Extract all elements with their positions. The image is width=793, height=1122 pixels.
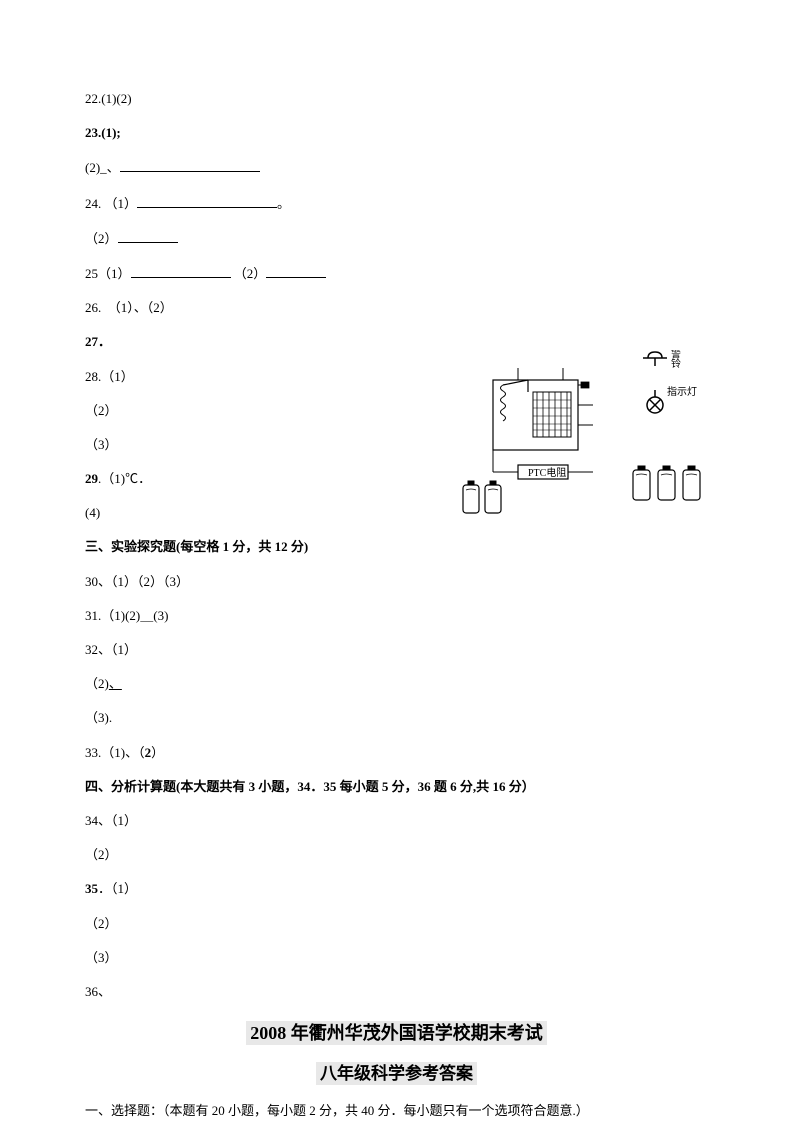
text: 分)	[291, 539, 308, 554]
text: 每小题	[340, 779, 382, 794]
text: 分，共	[232, 539, 274, 554]
text: 分，	[392, 779, 418, 794]
text: 小题，	[258, 779, 297, 794]
text: 分,共	[460, 779, 493, 794]
text-bold: 35	[85, 881, 98, 896]
bell-label-2: 铃	[671, 357, 681, 370]
line-22: 22.(1)(2)	[85, 90, 708, 108]
line-35: 35．（1）	[85, 880, 708, 898]
line-25: 25（1） （2）	[85, 264, 708, 283]
text: 12	[275, 539, 291, 554]
battery-left-1	[463, 481, 479, 513]
text: 分）	[509, 779, 535, 794]
line-31: 31.（1)(2)＿(3)	[85, 607, 708, 625]
text: 1	[223, 539, 233, 554]
battery-right-2	[658, 466, 675, 500]
blank	[118, 229, 178, 243]
text-bold: 29	[85, 471, 98, 486]
line-33: 33.（1)、（2）	[85, 744, 708, 762]
battery-right-3	[683, 466, 700, 500]
bell-icon	[643, 352, 667, 366]
line-32-2: （2)、	[85, 675, 708, 693]
text: 八年级科学参考答案	[316, 1062, 477, 1085]
circuit-diagram: 警 铃 指示灯	[433, 350, 713, 520]
text: .（1)℃．	[98, 471, 151, 486]
text: 3	[249, 779, 259, 794]
text: （2)	[85, 676, 109, 691]
circuit-svg: 警 铃 指示灯	[433, 350, 713, 520]
section-1-heading: 一、选择题：（本题有 20 小题，每小题 2 分，共 40 分．每小题只有一个选…	[85, 1102, 708, 1120]
line-34-2: （2）	[85, 846, 708, 864]
line-35-2: （2）	[85, 915, 708, 933]
line-23-2: (2)_、	[85, 158, 708, 177]
text: （2）	[234, 266, 267, 281]
relay-box	[493, 368, 593, 450]
line-26: 26. （1）、（2）	[85, 299, 708, 317]
sub-title: 八年级科学参考答案	[85, 1062, 708, 1086]
text: 题	[434, 779, 450, 794]
line-36: 36、	[85, 983, 708, 1001]
text: 6	[450, 779, 460, 794]
text: 5	[382, 779, 392, 794]
line-24: 24. （1） 。	[85, 194, 708, 213]
text: ．	[310, 779, 323, 794]
text: 33.（1)、（	[85, 745, 145, 760]
text: 四、分析计算题(本大题共有	[85, 779, 249, 794]
blank	[131, 264, 231, 278]
line-30: 30、（1）（2）（3）	[85, 573, 708, 591]
text: （2）	[85, 231, 118, 246]
line-34: 34、（1）	[85, 812, 708, 830]
ptc-label: PTC电阻	[528, 466, 566, 479]
led-icon	[647, 390, 663, 413]
blank	[120, 158, 260, 172]
section-4-heading: 四、分析计算题(本大题共有 3 小题，34．35 每小题 5 分，36 题 6 …	[85, 778, 708, 796]
text: ）	[151, 745, 164, 760]
text: 2008 年衢州华茂外国语学校期末考试	[246, 1021, 547, 1045]
blank	[137, 194, 277, 208]
text: 34	[297, 779, 310, 794]
text: ．（1）	[98, 881, 137, 896]
battery-left-2	[485, 481, 501, 513]
text: 。	[277, 196, 290, 211]
line-35-3: （3）	[85, 949, 708, 967]
blank	[266, 264, 326, 278]
text: 35	[323, 779, 339, 794]
line-32-3: （3).	[85, 709, 708, 727]
text: 24. （1）	[85, 196, 137, 211]
main-title: 2008 年衢州华茂外国语学校期末考试	[85, 1021, 708, 1046]
line-24-2: （2）	[85, 229, 708, 248]
text: 36	[418, 779, 434, 794]
text: 25（1）	[85, 266, 131, 281]
section-3-heading: 三、实验探究题(每空格 1 分，共 12 分)	[85, 538, 708, 556]
line-32: 32、（1）	[85, 641, 708, 659]
text: (2)_、	[85, 160, 120, 175]
line-23: 23.(1);	[85, 124, 708, 142]
text: 三、实验探究题(每空格	[85, 539, 223, 554]
line-27: 27．	[85, 333, 708, 351]
battery-right-1	[633, 466, 650, 500]
led-label: 指示灯	[667, 385, 697, 398]
text-underline: 、	[109, 676, 122, 691]
text: 16	[492, 779, 508, 794]
